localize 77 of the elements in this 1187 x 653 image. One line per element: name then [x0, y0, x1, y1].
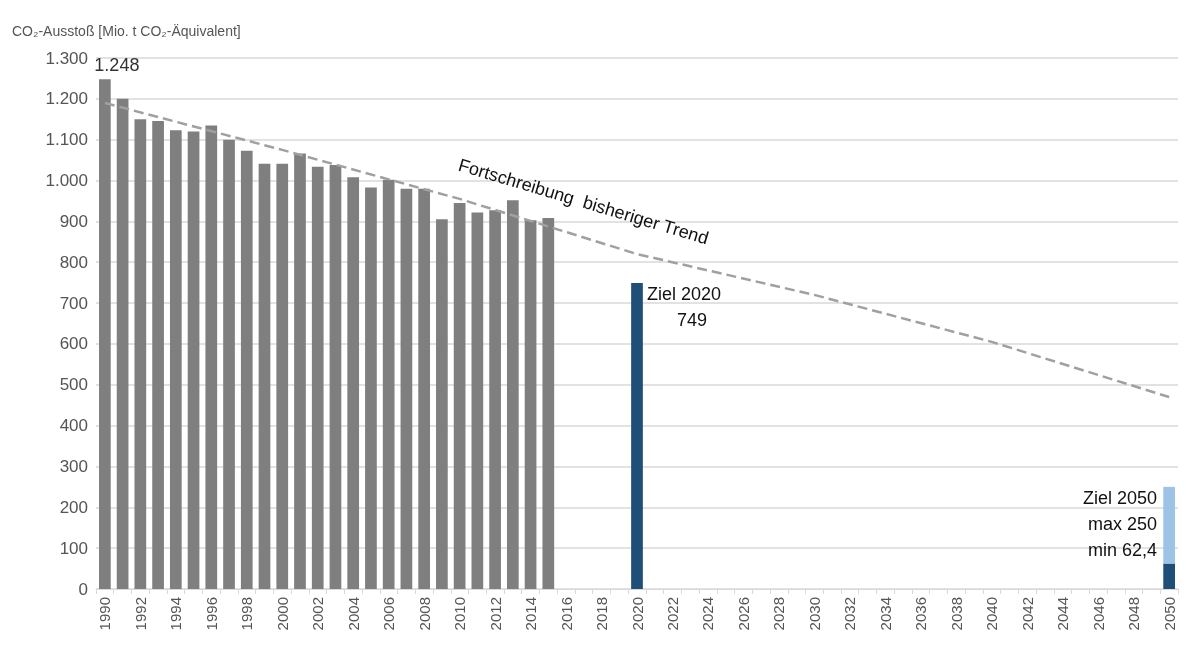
x-tick-label: 2034: [876, 597, 894, 631]
x-tick-label: 2002: [309, 597, 327, 631]
x-tick-label: 2024: [699, 597, 717, 631]
x-tick-label: 2044: [1054, 597, 1072, 631]
bar: [311, 166, 324, 589]
bar: [631, 283, 643, 589]
bar: [116, 98, 129, 589]
y-tick-label: 1.000: [45, 171, 88, 191]
x-tick-label: 2010: [451, 597, 469, 631]
x-tick-label: 2014: [522, 597, 540, 631]
bar: [329, 165, 342, 589]
x-tick-label: 2030: [805, 597, 823, 631]
x-tick-label: 1996: [202, 597, 220, 631]
bar: [1163, 486, 1175, 564]
y-tick-label: 900: [59, 211, 88, 231]
y-tick-label: 1.200: [45, 89, 88, 109]
y-tick-label: 0: [78, 579, 88, 599]
x-tick-label: 2028: [770, 597, 788, 631]
bar: [436, 219, 448, 589]
bar: [152, 120, 164, 589]
x-tick-label: 2016: [557, 597, 575, 631]
bar: [205, 125, 218, 589]
data-label: 1.248: [94, 55, 140, 76]
bar: [276, 163, 289, 589]
y-tick-label: 300: [59, 456, 88, 476]
x-tick-label: 2040: [983, 597, 1001, 631]
bar: [258, 163, 271, 589]
bar: [169, 130, 182, 589]
x-tick-label: 2038: [947, 597, 965, 631]
bar: [347, 177, 360, 589]
y-tick-label: 200: [59, 497, 88, 517]
x-tick-label: 2006: [380, 597, 398, 631]
bar: [471, 212, 484, 589]
x-tick-label: 2020: [628, 597, 646, 631]
bar: [382, 179, 395, 589]
x-tick-label: 2032: [841, 597, 859, 631]
line-series: [103, 101, 1171, 399]
bar: [400, 188, 413, 589]
bar: [134, 119, 147, 589]
bar: [240, 150, 253, 589]
annotation: Ziel 2050 max 250 min 62,4: [1083, 487, 1158, 560]
bar: [542, 218, 555, 589]
annotation: Ziel 2020 749: [647, 284, 722, 331]
x-tick-label: 2000: [273, 597, 291, 631]
y-tick-label: 500: [59, 375, 88, 395]
x-tick-label: 1990: [96, 597, 114, 631]
x-tick-label: 2026: [734, 597, 752, 631]
x-tick-label: 2048: [1125, 597, 1143, 631]
x-tick-label: 1992: [131, 597, 149, 631]
bar: [489, 210, 501, 589]
bar: [294, 153, 306, 589]
bar: [365, 187, 377, 589]
x-tick-label: 2022: [663, 597, 681, 631]
bar: [524, 220, 537, 589]
x-tick-label: 2008: [415, 597, 433, 631]
bar: [223, 139, 235, 589]
x-tick-label: 2042: [1018, 597, 1036, 631]
y-tick-label: 600: [59, 334, 88, 354]
x-tick-label: 2012: [486, 597, 504, 631]
bar: [418, 188, 430, 589]
x-tick-label: 2036: [912, 597, 930, 631]
bar: [99, 79, 111, 589]
x-tick-label: 1994: [167, 597, 185, 631]
y-axis-title: CO₂-Ausstoß [Mio. t CO₂-Äquivalent]: [12, 23, 241, 39]
x-tick-label: 2004: [344, 597, 362, 631]
x-tick-label: 1998: [238, 597, 256, 631]
y-tick-label: 1.300: [45, 48, 88, 68]
x-tick-label: 2046: [1089, 597, 1107, 631]
x-tick-label: 2050: [1160, 597, 1178, 631]
y-tick-label: 700: [59, 293, 88, 313]
x-tick-label: 2018: [593, 597, 611, 631]
bar: [1163, 563, 1175, 589]
y-tick-label: 800: [59, 252, 88, 272]
y-tick-label: 100: [59, 538, 88, 558]
bar: [187, 131, 200, 589]
y-tick-label: 400: [59, 416, 88, 436]
y-tick-label: 1.100: [45, 130, 88, 150]
